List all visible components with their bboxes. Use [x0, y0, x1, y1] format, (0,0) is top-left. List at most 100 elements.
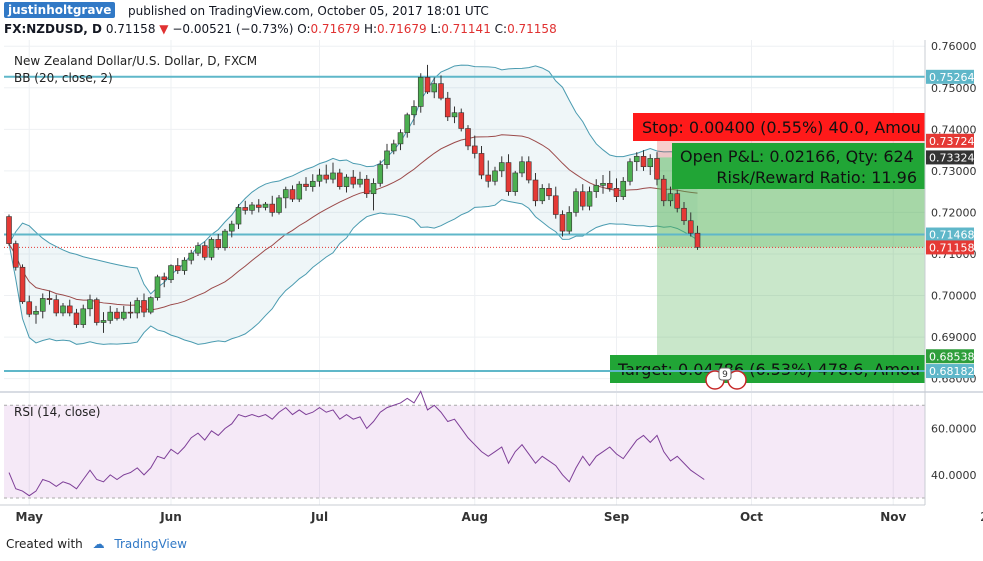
- price-label: 0.71468: [929, 229, 975, 242]
- candle-body: [397, 132, 404, 145]
- price-label-box: [926, 133, 974, 148]
- candle-body: [438, 83, 444, 99]
- price-tick-label: 0.72000: [931, 206, 977, 219]
- candle-body: [201, 245, 208, 258]
- price-tick-label: 0.73000: [931, 165, 977, 178]
- candle-body: [633, 156, 640, 163]
- time-tick-label: Sep: [604, 510, 630, 524]
- candle-body: [431, 83, 438, 93]
- low-value: 0.71141: [441, 22, 491, 36]
- candle-body: [66, 305, 73, 314]
- price-label: 0.71158: [929, 241, 975, 254]
- publish-info: published on TradingView.com, October 05…: [128, 4, 489, 18]
- rsi-band: [4, 405, 925, 499]
- price-label: 0.75264: [929, 71, 975, 84]
- candle-body: [255, 204, 262, 208]
- price-label-box: [926, 227, 974, 242]
- candle-body: [53, 299, 60, 314]
- pnl-label-box: [672, 143, 925, 189]
- candle-body: [681, 207, 687, 222]
- candle-body: [512, 172, 519, 192]
- tradingview-cloud-icon[interactable]: ☁: [92, 537, 105, 551]
- price-tick-label: 0.76000: [931, 40, 977, 53]
- high-label: H:: [363, 22, 378, 36]
- candle-body: [80, 308, 87, 325]
- low-label: L:: [430, 22, 442, 36]
- candle-body: [46, 298, 53, 300]
- candle-body: [640, 156, 647, 168]
- candle-body: [363, 178, 370, 195]
- price-label: 0.68182: [929, 365, 975, 378]
- candle-body: [168, 265, 174, 281]
- candle-body: [289, 189, 296, 200]
- price-label-box: [926, 69, 974, 84]
- time-tick-label: May: [16, 510, 44, 524]
- last-price: 0.71158: [105, 22, 156, 36]
- candle-body: [6, 216, 12, 244]
- candle-body: [593, 185, 600, 192]
- candle-body: [370, 183, 377, 195]
- time-tick-label: 20: [980, 510, 983, 524]
- candle-body: [525, 161, 532, 181]
- candle-body: [309, 180, 316, 187]
- candle-body: [336, 172, 343, 187]
- candle-body: [73, 312, 80, 325]
- candle-body: [546, 188, 552, 197]
- candle-body: [404, 114, 411, 133]
- candle-body: [566, 212, 573, 232]
- candle-body: [451, 112, 458, 118]
- tradingview-link[interactable]: TradingView: [114, 537, 187, 551]
- candle-body: [208, 239, 215, 258]
- candle-body: [478, 153, 485, 176]
- chart-title: New Zealand Dollar/U.S. Dollar, D, FXCM: [14, 54, 257, 68]
- candle-body: [249, 204, 255, 211]
- candle-body: [485, 174, 492, 182]
- candle-body: [539, 188, 546, 202]
- candle-body: [573, 191, 579, 213]
- candle-body: [600, 183, 606, 186]
- candle-body: [552, 195, 559, 215]
- candle-body: [316, 174, 323, 182]
- candle-body: [228, 223, 235, 232]
- candle-body: [465, 128, 471, 147]
- price-tick-label: 0.70000: [931, 290, 977, 303]
- candle-body: [269, 203, 276, 213]
- price-label-box: [926, 150, 974, 165]
- candle-body: [181, 259, 188, 271]
- rsi-tick-label: 40.0000: [931, 469, 977, 482]
- down-arrow-icon: ▼: [159, 22, 169, 36]
- candle-body: [141, 300, 147, 313]
- price-label: 0.73724: [929, 135, 975, 148]
- time-tick-label: Jun: [159, 510, 182, 524]
- candle-body: [33, 311, 39, 315]
- candle-body: [262, 203, 269, 208]
- time-tick-label: Oct: [740, 510, 763, 524]
- candle-body: [39, 298, 46, 312]
- price-label-box: [926, 364, 974, 379]
- symbol-label: FX:NZDUSD, D: [4, 22, 102, 36]
- candle-body: [195, 245, 201, 254]
- candle-body: [161, 276, 168, 281]
- price-change: −0.00521 (−0.73%): [172, 22, 294, 36]
- candle-body: [377, 164, 384, 184]
- candle-body: [100, 320, 107, 323]
- open-value: 0.71679: [310, 22, 361, 36]
- candle-body: [154, 276, 161, 298]
- candle-body: [444, 97, 451, 118]
- candle-body: [350, 176, 357, 185]
- author-username[interactable]: justinholtgrave: [4, 2, 116, 18]
- rsi-tick-label: 60.0000: [931, 422, 977, 435]
- candle-body: [343, 176, 350, 187]
- candle-body: [114, 311, 120, 319]
- candle-body: [384, 150, 390, 165]
- candle-body: [654, 158, 660, 180]
- candle-body: [303, 183, 309, 187]
- price-label: 0.68538: [929, 350, 975, 363]
- footer: Created with ☁ TradingView: [6, 537, 187, 551]
- candle-body: [667, 193, 674, 202]
- time-tick-label: Jul: [310, 510, 328, 524]
- pnl-label: Open P&L: 0.02166, Qty: 624: [680, 147, 914, 166]
- candle-body: [120, 311, 127, 319]
- candle-body: [505, 162, 512, 192]
